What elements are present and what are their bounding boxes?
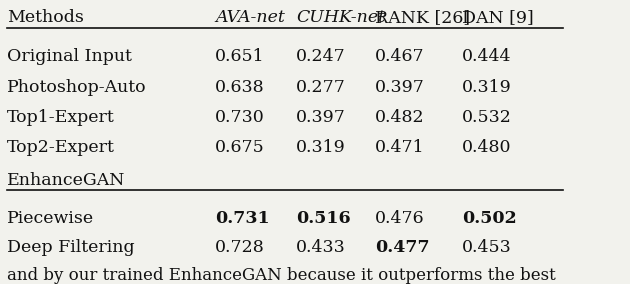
Text: CUHK-net: CUHK-net (296, 9, 386, 26)
Text: Top2-Expert: Top2-Expert (7, 139, 115, 156)
Text: 0.397: 0.397 (296, 109, 346, 126)
Text: 0.482: 0.482 (375, 109, 425, 126)
Text: Methods: Methods (7, 9, 84, 26)
Text: 0.433: 0.433 (296, 239, 346, 256)
Text: Photoshop-Auto: Photoshop-Auto (7, 79, 147, 96)
Text: EnhanceGAN: EnhanceGAN (7, 172, 125, 189)
Text: Top1-Expert: Top1-Expert (7, 109, 115, 126)
Text: 0.651: 0.651 (215, 48, 265, 65)
Text: 0.480: 0.480 (462, 139, 512, 156)
Text: Deep Filtering: Deep Filtering (7, 239, 135, 256)
Text: 0.731: 0.731 (215, 210, 270, 227)
Text: 0.730: 0.730 (215, 109, 265, 126)
Text: 0.502: 0.502 (462, 210, 517, 227)
Text: 0.247: 0.247 (296, 48, 346, 65)
Text: AVA-net: AVA-net (215, 9, 285, 26)
Text: 0.532: 0.532 (462, 109, 512, 126)
Text: 0.638: 0.638 (215, 79, 265, 96)
Text: 0.319: 0.319 (296, 139, 346, 156)
Text: 0.467: 0.467 (375, 48, 425, 65)
Text: 0.453: 0.453 (462, 239, 512, 256)
Text: Original Input: Original Input (7, 48, 132, 65)
Text: 0.675: 0.675 (215, 139, 265, 156)
Text: 0.516: 0.516 (296, 210, 351, 227)
Text: and by our trained EnhanceGAN because it outperforms the best: and by our trained EnhanceGAN because it… (7, 267, 556, 284)
Text: 0.277: 0.277 (296, 79, 346, 96)
Text: DAN [9]: DAN [9] (462, 9, 534, 26)
Text: 0.728: 0.728 (215, 239, 265, 256)
Text: 0.319: 0.319 (462, 79, 512, 96)
Text: 0.476: 0.476 (375, 210, 425, 227)
Text: 0.471: 0.471 (375, 139, 425, 156)
Text: 0.444: 0.444 (462, 48, 512, 65)
Text: RANK [26]: RANK [26] (375, 9, 470, 26)
Text: 0.477: 0.477 (375, 239, 430, 256)
Text: 0.397: 0.397 (375, 79, 425, 96)
Text: Piecewise: Piecewise (7, 210, 94, 227)
